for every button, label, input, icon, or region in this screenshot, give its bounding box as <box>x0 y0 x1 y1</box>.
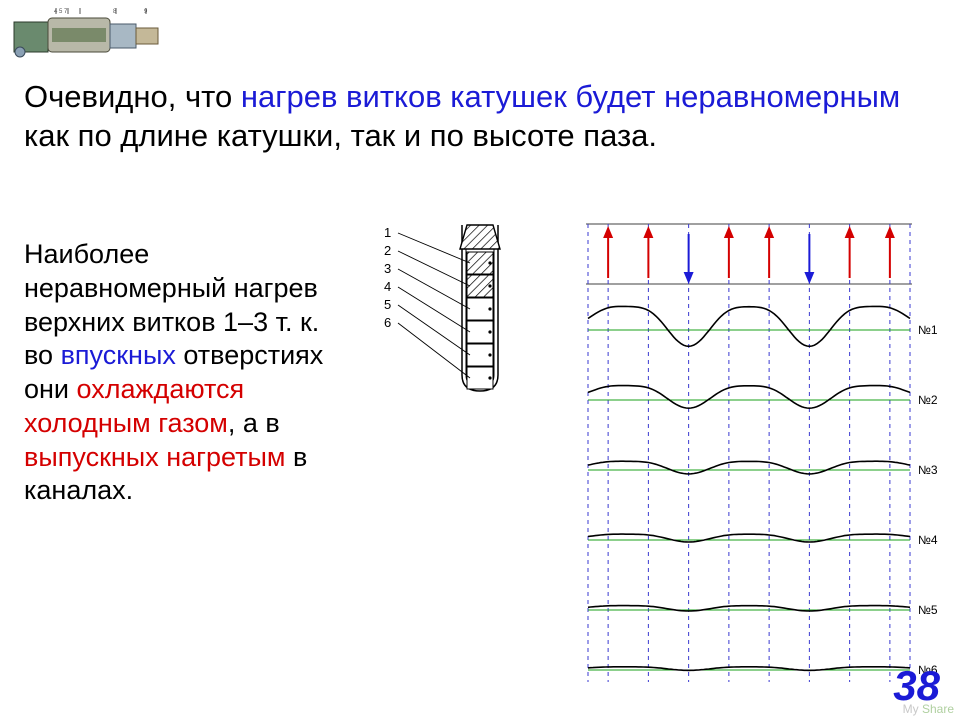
text-run: Очевидно, что <box>24 79 241 114</box>
slot-label: 4 <box>384 279 391 294</box>
logo-motor: 4 5 7 8 9 <box>8 6 173 64</box>
slot-label: 1 <box>384 225 391 240</box>
wave-row-label: №3 <box>918 463 938 477</box>
watermark: My Share <box>903 702 954 716</box>
wave-row-label: №5 <box>918 603 938 617</box>
text-run: впускных <box>61 340 176 370</box>
svg-text:4 5 7: 4 5 7 <box>54 9 68 15</box>
text-run: выпускных нагретым <box>24 442 285 472</box>
slot-cross-section: 1 2 3 4 5 6 <box>370 215 515 415</box>
wave-row-label: №1 <box>918 323 938 337</box>
slot-label: 3 <box>384 261 391 276</box>
slot-label: 6 <box>384 315 391 330</box>
text-run: нагрев витков катушек будет неравномерны… <box>241 79 900 114</box>
slot-label: 5 <box>384 297 391 312</box>
text-run: , а в <box>228 408 280 438</box>
wave-diagram: №1№2№3№4№5№6 <box>550 210 940 690</box>
side-paragraph: Наиболее неравномерный нагрев верхних ви… <box>24 238 334 508</box>
wave-row-label: №2 <box>918 393 938 407</box>
text-run: как по длине катушки, так и по высоте па… <box>24 118 657 153</box>
wave-row-label: №4 <box>918 533 938 547</box>
slot-label: 2 <box>384 243 391 258</box>
main-paragraph: Очевидно, что нагрев витков катушек буде… <box>24 78 934 156</box>
